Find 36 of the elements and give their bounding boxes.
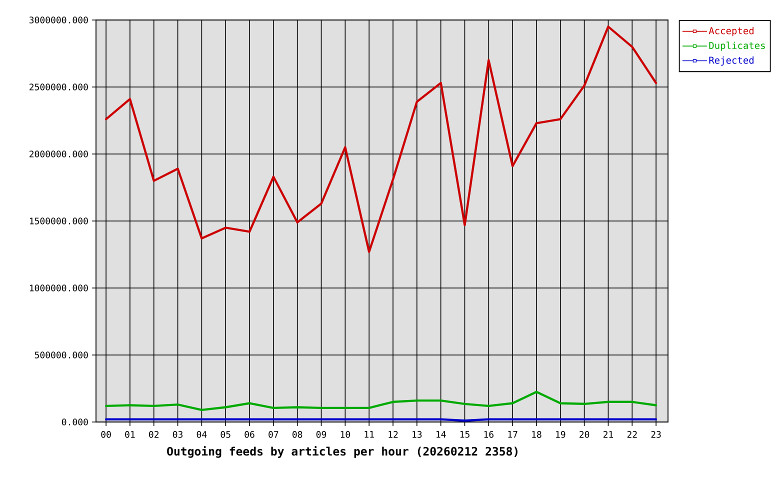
x-tick-label: 09 [316,431,326,438]
x-tick-label: 02 [149,431,159,438]
x-tick-label: 05 [220,431,230,438]
legend-label: Rejected [709,56,754,66]
x-tick-label: 17 [508,431,518,438]
y-tick-label: 3000000.000 [29,16,88,24]
x-tick-label: 15 [460,431,470,438]
x-tick-label: 21 [603,431,614,438]
y-tick-label: 500000.000 [34,352,88,358]
x-tick-label: 22 [627,431,637,438]
y-tick-label: 1000000.000 [30,284,88,292]
x-tick-label: 07 [268,431,278,438]
y-tick-label: 2000000.000 [30,150,88,158]
x-tick-label: 06 [244,431,254,438]
legend-label: Accepted [708,26,754,36]
x-axis-title: Outgoing feeds by articles per hour (20260212 2358) [167,446,518,458]
x-tick-label: 00 [101,431,111,438]
x-tick-label: 20 [580,431,590,438]
line-series [104,26,658,253]
x-tick-label: 18 [532,431,542,438]
x-tick-label: 01 [125,431,135,438]
x-tick-label: 23 [651,431,661,438]
y-tick-label: 2500000.000 [30,84,88,90]
x-tick-label: 11 [364,431,374,438]
x-tick-label: 14 [436,431,446,438]
x-tick-label: 16 [484,431,494,438]
y-tick-label: 1500000.000 [30,218,88,224]
y-tick-label: 0.000 [62,418,88,426]
x-tick-label: 13 [412,431,422,438]
x-tick-label: 04 [196,431,207,438]
x-tick-label: 19 [556,431,566,438]
x-tick-label: 12 [388,431,398,438]
x-tick-label: 10 [340,431,350,438]
x-tick-label: 08 [292,431,302,438]
x-tick-label: 03 [172,431,183,438]
legend-label: Duplicates [709,42,765,51]
